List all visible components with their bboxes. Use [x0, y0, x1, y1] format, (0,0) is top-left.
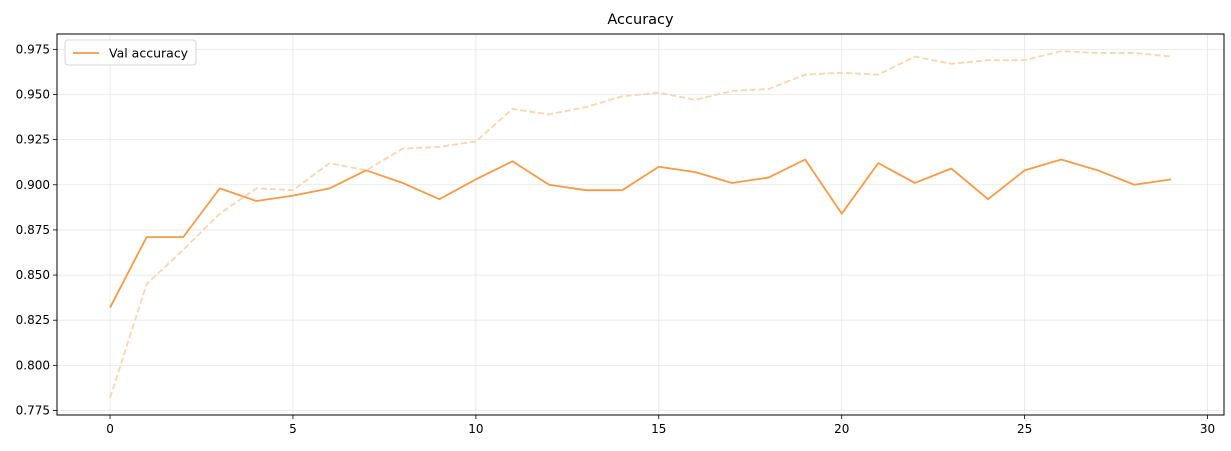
train-accuracy-line	[109, 50, 1172, 399]
y-tick-label: 0.800	[16, 358, 50, 372]
x-tick-label: 25	[1017, 422, 1032, 436]
y-tick-label: 0.825	[16, 313, 50, 327]
legend: Val accuracy	[64, 39, 197, 66]
x-axis: 0 5 10 15 20 25 30	[106, 415, 1215, 436]
y-tick-label: 0.950	[16, 87, 50, 101]
y-tick-label: 0.775	[16, 403, 50, 417]
legend-box	[64, 39, 197, 66]
x-tick-label: 30	[1200, 422, 1215, 436]
plot-frame	[56, 33, 1225, 416]
y-tick-label: 0.850	[16, 268, 50, 282]
x-tick-label: 0	[106, 422, 114, 436]
val-accuracy-line	[109, 158, 1172, 308]
y-tick-label: 0.975	[16, 42, 50, 56]
chart-title: Accuracy	[607, 12, 674, 28]
legend-label: Val accuracy	[109, 46, 189, 61]
grid-lines	[57, 34, 1224, 415]
y-tick-label: 0.925	[16, 133, 50, 147]
x-tick-label: 20	[834, 422, 849, 436]
x-tick-label: 15	[651, 422, 666, 436]
y-tick-label: 0.900	[16, 178, 50, 192]
x-tick-label: 10	[468, 422, 483, 436]
x-tick-label: 5	[289, 422, 297, 436]
y-axis: 0.775 0.800 0.825 0.850 0.875 0.900 0.925 0.950…	[16, 42, 57, 417]
series-lines	[109, 50, 1172, 399]
y-tick-label: 0.875	[16, 223, 50, 237]
